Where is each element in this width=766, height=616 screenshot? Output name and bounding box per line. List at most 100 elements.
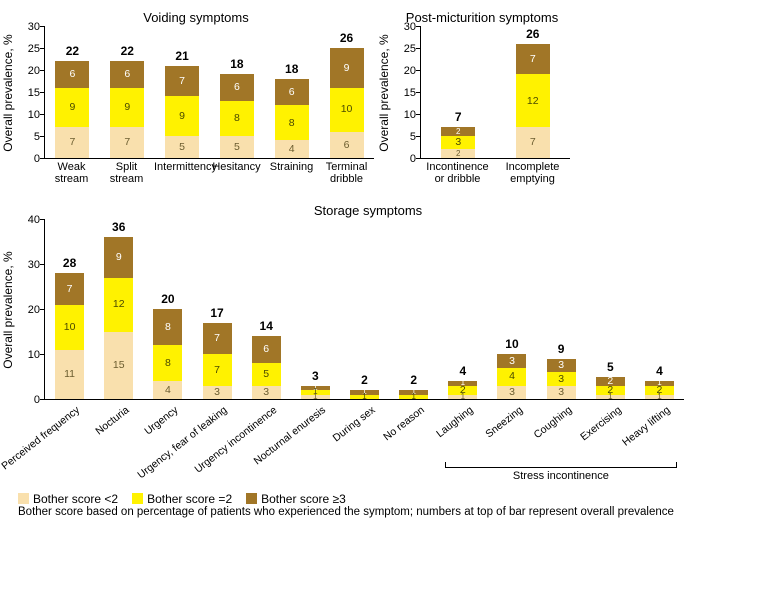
bar-segment: 6 xyxy=(330,132,364,158)
bar: 232 xyxy=(441,127,475,158)
plot-area: 7232267127 xyxy=(420,27,570,159)
y-axis-label: Overall prevalence, % xyxy=(1,34,15,151)
bar-total: 20 xyxy=(161,292,174,306)
y-axis-label: Overall prevalence, % xyxy=(377,34,391,151)
bar: 333 xyxy=(547,359,576,400)
postmict-title: Post-micturition symptoms xyxy=(394,10,570,25)
bar-slot: 3111 xyxy=(291,369,340,400)
x-label: Intermittency xyxy=(154,161,209,185)
bar-segment: 1 xyxy=(645,395,674,400)
bar-slot: 211 xyxy=(340,373,389,399)
bar: 7127 xyxy=(516,44,550,158)
bar: 343 xyxy=(497,354,526,399)
bar-total: 26 xyxy=(340,31,353,45)
x-label: Heavy lifting xyxy=(620,404,672,449)
bar-segment: 3 xyxy=(252,386,281,400)
y-tick: 0 xyxy=(34,394,40,406)
y-tick: 10 xyxy=(28,109,40,121)
bar-segment: 7 xyxy=(165,66,199,97)
y-tick: 20 xyxy=(404,65,416,77)
x-label: Perceived frequency xyxy=(0,404,82,472)
bar-segment: 7 xyxy=(516,44,550,75)
swatch-mid xyxy=(132,493,143,504)
bar-segment: 7 xyxy=(55,273,84,305)
bar-slot: 4121 xyxy=(438,364,487,399)
x-label: During sex xyxy=(330,404,377,444)
bar-total: 21 xyxy=(175,49,188,63)
bar-total: 7 xyxy=(455,110,462,124)
bar-total: 18 xyxy=(285,62,298,76)
bar-segment: 7 xyxy=(516,127,550,158)
bar-segment: 6 xyxy=(110,61,144,87)
bar-segment: 3 xyxy=(547,359,576,373)
bar-slot: 269106 xyxy=(319,31,374,158)
bar-total: 2 xyxy=(361,373,368,387)
bar-segment: 3 xyxy=(203,386,232,400)
bar-slot: 28 71011 xyxy=(45,256,94,399)
bar-segment: 11 xyxy=(55,350,84,400)
bar-total: 28 xyxy=(63,256,76,270)
x-label: Nocturia xyxy=(93,404,131,438)
y-tick: 30 xyxy=(28,259,40,271)
bar-slot: 10 343 xyxy=(487,337,536,399)
bar-slot: 22697 xyxy=(100,44,155,158)
bar: 697 xyxy=(55,61,89,158)
bar-slot: 21795 xyxy=(155,49,210,158)
bar-segment: 9 xyxy=(110,88,144,128)
storage-panel: Storage symptoms Overall prevalence, %01… xyxy=(18,203,748,492)
bar-segment: 6 xyxy=(275,79,309,105)
bar-slot: 211 xyxy=(389,373,438,399)
x-label: Incompleteemptying xyxy=(495,161,570,185)
y-tick: 5 xyxy=(410,131,416,143)
x-label: Coughing xyxy=(532,404,575,441)
bar-total: 22 xyxy=(66,44,79,58)
x-label: Terminaldribble xyxy=(319,161,374,185)
x-label: Sneezing xyxy=(483,404,525,440)
bar-segment: 9 xyxy=(55,88,89,128)
bar-segment: 4 xyxy=(497,368,526,386)
bar: 111 xyxy=(301,386,330,400)
postmict-chart: Overall prevalence, %0510152025307232267… xyxy=(394,27,570,159)
bar-slot: 17 773 xyxy=(192,306,241,400)
bar-segment: 9 xyxy=(330,48,364,88)
bar-segment: 12 xyxy=(516,74,550,127)
bar-total: 5 xyxy=(607,360,614,374)
stress-label: Stress incontinence xyxy=(445,470,676,482)
x-label: Straining xyxy=(264,161,319,185)
voiding-chart: Overall prevalence, %0510152025302269722… xyxy=(18,27,374,159)
bar: 91215 xyxy=(104,237,133,399)
bar-segment: 8 xyxy=(153,345,182,381)
legend-item-high: Bother score ≥3 xyxy=(246,492,346,506)
x-label: Urgency, fear of leaking xyxy=(136,404,230,481)
y-tick: 5 xyxy=(34,131,40,143)
bar-slot: 7232 xyxy=(421,110,496,158)
legend-item-low: Bother score <2 xyxy=(18,492,118,506)
bar: 653 xyxy=(252,336,281,399)
y-tick: 25 xyxy=(404,43,416,55)
legend-item-mid: Bother score =2 xyxy=(132,492,232,506)
footnote: Bother score based on percentage of pati… xyxy=(18,506,748,518)
postmict-panel: Post-micturition symptoms Overall preval… xyxy=(394,10,570,185)
bar-segment: 5 xyxy=(252,363,281,386)
x-label: Laughing xyxy=(434,404,475,440)
bar-slot: 18684 xyxy=(264,62,319,158)
bar-total: 17 xyxy=(210,306,223,320)
bar: 773 xyxy=(203,323,232,400)
y-tick: 30 xyxy=(404,21,416,33)
bar-total: 10 xyxy=(505,337,518,351)
bar-segment: 10 xyxy=(55,305,84,350)
bar-segment: 7 xyxy=(203,354,232,386)
swatch-low xyxy=(18,493,29,504)
plot-area: 2871011369121520884177731465331112112114… xyxy=(44,220,684,400)
bar-segment: 5 xyxy=(165,136,199,158)
bar: 11 xyxy=(350,390,379,399)
bar-segment: 3 xyxy=(547,372,576,386)
bar-segment: 7 xyxy=(55,127,89,158)
bar-slot: 9 333 xyxy=(537,342,586,400)
bar-total: 9 xyxy=(558,342,565,356)
x-label: Incontinenceor dribble xyxy=(420,161,495,185)
bar-slot: 267127 xyxy=(496,27,571,158)
bar-segment: 15 xyxy=(104,332,133,400)
swatch-high xyxy=(246,493,257,504)
bar-segment: 12 xyxy=(104,278,133,332)
